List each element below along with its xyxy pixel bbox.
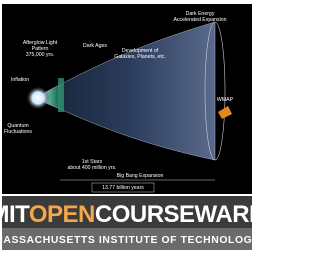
figure-label: WMAP: [217, 97, 234, 103]
figure-label: 375,000 yrs.: [26, 52, 55, 58]
figure-label: about 400 million yrs.: [67, 165, 116, 171]
figure-label: Fluctuations: [4, 129, 32, 135]
afterglow-layer: [58, 78, 64, 112]
ocw-logo: MITOPENCOURSEWARE: [0, 201, 254, 228]
mit: MIT: [0, 201, 30, 228]
figure-label: Accelerated Expansion: [173, 17, 226, 23]
courseware: COURSEWARE: [95, 201, 254, 228]
figure-label: 13.77 billion years: [102, 185, 144, 191]
open: OPEN: [29, 201, 95, 228]
institute: MASSACHUSETTS INSTITUTE OF TECHNOLOGY: [0, 235, 254, 246]
figure-label: Inflation: [11, 77, 29, 83]
figure-label: Galaxies, Planets, etc.: [114, 54, 166, 60]
figure-label: Big Bang Expansion: [117, 173, 164, 179]
figure-label: Dark Ages: [83, 43, 107, 49]
big-bang-glow: [26, 86, 50, 110]
